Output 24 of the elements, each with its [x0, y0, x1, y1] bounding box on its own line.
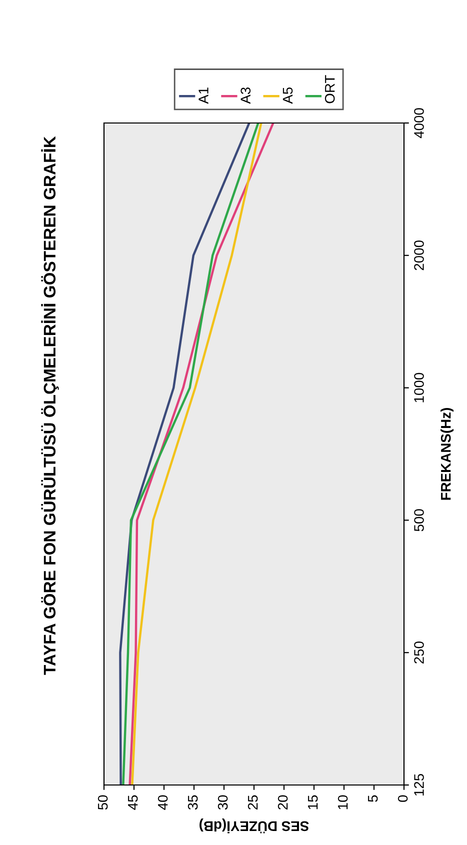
text: TAYFA GÖRE FON GÜRÜLTÜSÜ ÖLÇMELERİNİ GÖSTEREN GRAFİK: [41, 136, 59, 675]
x-tick-label: 15: [308, 795, 318, 810]
x-tick-label: 45: [128, 795, 138, 810]
y-axis-title: FREKANS(Hz): [440, 408, 454, 500]
x-tick-label: 25: [248, 795, 258, 810]
y-tick-label: 2000: [414, 240, 424, 270]
x-tick-label: 5: [368, 795, 378, 802]
x-tick-label: 35: [188, 795, 198, 810]
y-tick-label: 1000: [414, 372, 424, 402]
legend-label: ORT: [324, 75, 335, 104]
legend-label: A1: [198, 88, 208, 104]
x-axis-title: SES DÜZEYİ(dB): [200, 818, 309, 834]
legend-label: A5: [282, 87, 293, 104]
x-tick-label: 40: [158, 795, 168, 810]
x-tick-label: 0: [398, 795, 408, 802]
x-tick-label: 50: [98, 795, 108, 810]
y-tick-label: 250: [414, 642, 424, 664]
x-tick-label: 30: [218, 795, 228, 810]
x-tick-label: 10: [338, 795, 348, 810]
y-tick-label: 500: [414, 509, 424, 532]
y-tick-label: 125: [414, 774, 424, 796]
y-tick-label: 4000: [414, 108, 424, 138]
x-tick-label: 20: [278, 795, 288, 810]
legend-label: A3: [240, 88, 251, 104]
